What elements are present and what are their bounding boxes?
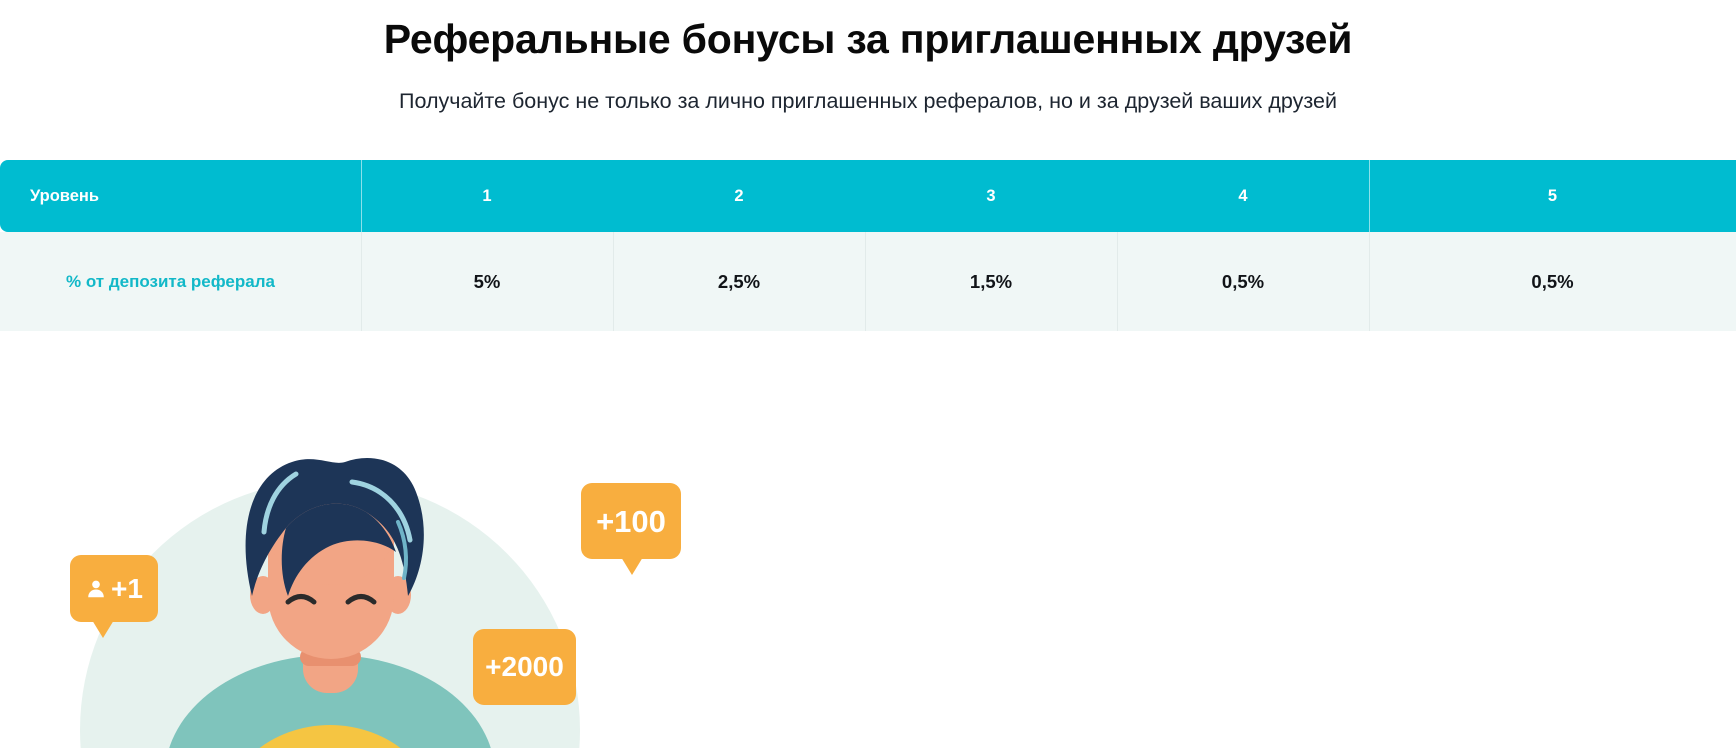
badge-plus-two-thousand: +2000: [473, 629, 576, 705]
table-header-level-4: 4: [1238, 186, 1248, 205]
table-header-row: Уровень 1 2 3 4 5: [0, 160, 1736, 232]
badge-plus-one: +1: [70, 555, 158, 638]
table-header-level-2: 2: [734, 186, 744, 205]
table-header-level: Уровень: [30, 186, 100, 205]
eye-left: [285, 594, 317, 605]
page-subtitle: Получайте бонус не только за лично пригл…: [399, 89, 1337, 114]
cell-level-3: 1,5%: [865, 232, 1117, 331]
badge-plus-hundred: +100: [581, 483, 681, 575]
cell-level-1: 5%: [361, 232, 613, 331]
eye-right: [345, 594, 377, 605]
hair-highlight-left: [261, 471, 299, 535]
cell-level-4: 0,5%: [1117, 232, 1369, 331]
referral-illustration: [0, 400, 760, 748]
row-label-deposit-percent: % от депозита реферала: [66, 271, 275, 291]
person-icon: [88, 580, 104, 597]
table-header: Уровень 1 2 3 4 5: [0, 160, 1736, 232]
referral-levels-table-wrapper: Уровень 1 2 3 4 5 % от депозита реферала…: [0, 160, 1736, 331]
person-illustration-svg: [80, 457, 580, 748]
page-title: Реферальные бонусы за приглашенных друзе…: [383, 16, 1353, 62]
table-header-level-5: 5: [1369, 160, 1736, 232]
hair-fringe: [281, 503, 396, 596]
cell-level-2: 2,5%: [613, 232, 865, 331]
hair-highlight-right: [349, 479, 413, 543]
referral-levels-table: Уровень 1 2 3 4 5 % от депозита реферала…: [0, 160, 1736, 331]
badge-plus-two-thousand-label: +2000: [485, 651, 564, 682]
table-body: % от депозита реферала 5% 2,5% 1,5% 0,5%…: [0, 232, 1736, 331]
hair-highlight-side: [396, 520, 408, 580]
badge-plus-hundred-label: +100: [596, 503, 666, 539]
table-row: % от депозита реферала 5% 2,5% 1,5% 0,5%…: [0, 232, 1736, 331]
shirt-shape: [259, 725, 401, 748]
badge-plus-one-label: +1: [111, 572, 143, 604]
table-header-level-1: 1: [361, 160, 613, 232]
cell-level-5: 0,5%: [1369, 232, 1736, 331]
page-header: Реферальные бонусы за приглашенных друзе…: [0, 0, 1736, 116]
table-header-level-3: 3: [986, 186, 996, 205]
shoulders-shape: [169, 655, 491, 748]
